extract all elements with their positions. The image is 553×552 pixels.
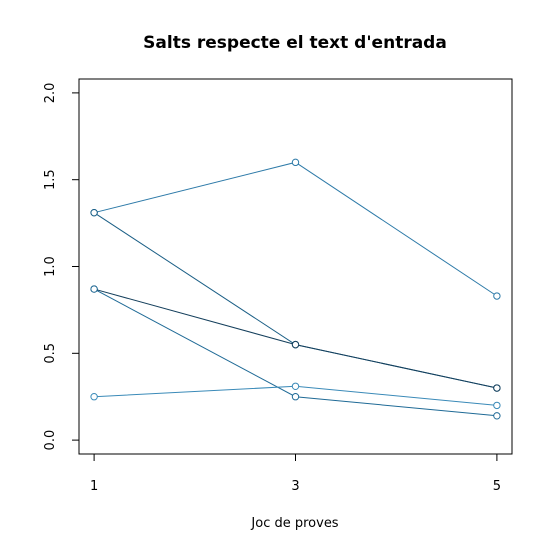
data-point [291,382,300,390]
data-point [291,340,300,349]
series-2 [90,208,501,392]
series-line [93,288,498,389]
series-4 [90,285,501,420]
data-point [90,208,98,217]
series-line [93,212,498,389]
x-axis: 1 3 5 [90,454,501,494]
y-axis: 0.0 0.5 1.0 1.5 2.0 [43,83,79,451]
data-point [493,401,501,410]
x-tick-label: 5 [493,479,501,494]
x-tick-label: 3 [291,479,299,494]
data-point [493,412,501,420]
data-point [90,393,98,401]
series-5 [90,382,501,410]
series-3 [90,285,501,392]
data-point [291,158,300,167]
series-1 [90,158,501,300]
series-line [93,161,498,297]
data-point [493,292,501,300]
y-tick-label: 0.5 [43,343,58,364]
data-point [291,393,300,401]
data-point [90,285,98,293]
y-tick-label: 2.0 [43,83,58,104]
x-axis-label: Joc de proves [250,516,338,531]
data-point [493,384,501,392]
chart-title: Salts respecte el text d'entrada [143,33,447,53]
y-tick-label: 1.0 [43,256,58,277]
y-tick-label: 0.0 [43,430,58,451]
series-layer [90,158,501,420]
x-tick-label: 1 [90,479,98,494]
y-tick-label: 1.5 [43,169,58,190]
